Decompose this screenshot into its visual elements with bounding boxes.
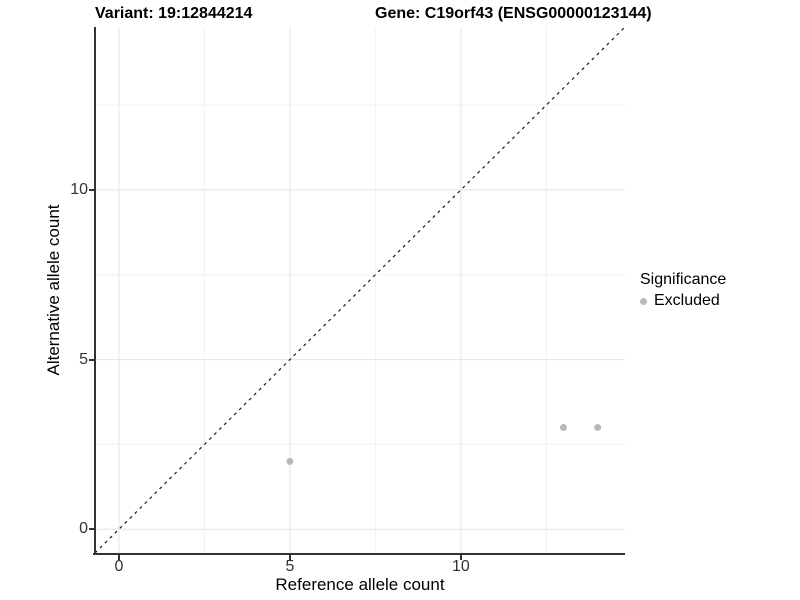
y-tick: [89, 188, 94, 191]
legend: Significance Excluded: [640, 271, 726, 310]
y-tick-label: 0: [79, 520, 88, 538]
identity-line: [95, 27, 625, 553]
x-tick: [459, 555, 462, 560]
legend-item: Excluded: [640, 292, 726, 310]
variant-title: Variant: 19:12844214: [95, 5, 253, 22]
y-tick-label: 10: [70, 180, 88, 198]
x-tick: [117, 555, 120, 560]
legend-point-swatch: [640, 297, 647, 305]
y-axis-title: Alternative allele count: [44, 204, 63, 376]
plot-area: [95, 27, 625, 553]
y-tick: [89, 358, 94, 361]
x-axis-line: [93, 553, 625, 555]
legend-items: Excluded: [640, 292, 726, 310]
x-tick: [288, 555, 291, 560]
y-axis-line: [94, 27, 96, 555]
x-tick-label: 5: [285, 558, 295, 575]
data-point: [594, 423, 602, 431]
legend-label: Excluded: [654, 292, 720, 309]
legend-title: Significance: [640, 271, 727, 288]
x-axis-title: Reference allele count: [275, 575, 445, 594]
x-tick-label: 10: [451, 558, 470, 575]
data-point: [286, 457, 294, 465]
y-tick-label: 5: [79, 350, 88, 368]
y-tick: [89, 528, 94, 531]
data-point: [559, 423, 567, 431]
x-tick-label: 0: [114, 558, 124, 575]
gene-title: Gene: C19orf43 (ENSG00000123144): [375, 5, 652, 22]
